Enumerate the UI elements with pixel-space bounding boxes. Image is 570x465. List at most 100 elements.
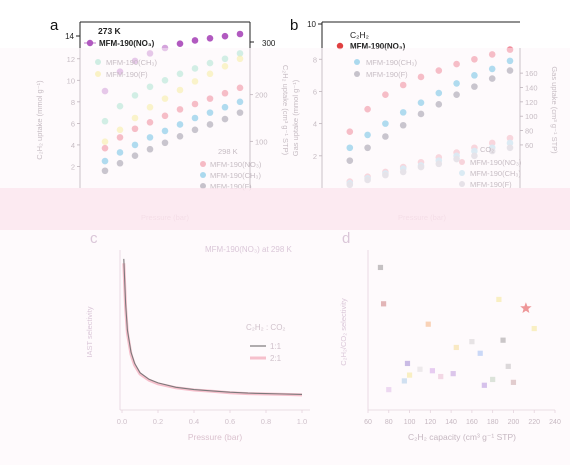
panel-c-series-line [123, 258, 303, 395]
panel-a-point [176, 121, 184, 128]
panel-d-point [438, 373, 444, 380]
panel-c-xtick-label: 1.0 [297, 417, 307, 426]
panel-a-ytick-label: 2 [71, 162, 75, 171]
panel-b-legend-co2-title: CO₂ [480, 145, 494, 154]
panel-b-point [471, 147, 478, 155]
faded-band-top [0, 48, 570, 188]
panel-a-point [131, 92, 139, 99]
panel-b-point [488, 51, 496, 58]
panel-b-legend-marker [354, 59, 360, 65]
panel-a-point [206, 35, 214, 42]
panel-b-point [471, 72, 478, 79]
panel-a-point [101, 117, 109, 125]
panel-d-point [500, 337, 506, 343]
panel-b-ytick-label: 6 [313, 87, 317, 96]
panel-a-point [206, 95, 214, 102]
panel-d-point [510, 379, 517, 385]
panel-a-legend-marker [95, 71, 101, 77]
panel-d-xtick-label: 180 [487, 419, 499, 426]
panel-b-legend-label-no3: MFM-190(NO₃) [350, 42, 406, 51]
panel-b-legend-co2-marker [459, 181, 465, 187]
panel-a-point [221, 115, 229, 123]
panel-a-ytick-label: 12 [67, 55, 75, 64]
panel-b-ytick-label: 4 [313, 120, 317, 129]
faded-band-bottom [0, 230, 570, 465]
panel-a-temperature-273: 273 K [98, 26, 122, 36]
panel-d-point [429, 368, 436, 374]
panel-a-top-strip: 14 300 273 K MFM-190(NO₃) [65, 21, 276, 48]
panel-b-point [435, 67, 443, 74]
panel-b-point [382, 120, 389, 127]
panel-b-point [471, 152, 478, 160]
panel-b-point [506, 67, 514, 74]
panel-d-xlabel: C₂H₂ capacity (cm³ g⁻¹ STP) [408, 432, 516, 442]
panel-b-point [382, 133, 389, 140]
panel-b-y2tick-label: 80 [525, 127, 533, 136]
panel-b-point [435, 101, 443, 108]
panel-a-point [191, 126, 199, 134]
panel-a-point [146, 50, 154, 57]
panel-a-point [116, 149, 124, 156]
panel-d-xtick-label: 100 [404, 419, 416, 426]
panel-c-letter: c [90, 230, 98, 247]
panel-a-ytick-label: 8 [71, 98, 75, 107]
panel-c-ylabel: IAST selectivity [85, 306, 94, 357]
panel-b-point [364, 131, 371, 139]
panel-b-y2tick-label: 160 [525, 69, 538, 78]
panel-b-point [453, 155, 460, 163]
panel-b-legend-marker [354, 71, 360, 77]
panel-d-ylabel: C₂H₂/CO₂ selectivity [339, 298, 348, 366]
panel-a-legend-label: MFM-190(F) [106, 70, 148, 79]
panel-c-title: MFM-190(NO₃) at 298 K [205, 245, 293, 254]
panel-a-point [191, 37, 199, 44]
panel-a-point [221, 63, 229, 70]
panel-b-point [506, 139, 514, 147]
panel-b-ylabel: Gas uptake (mmol g⁻¹) [291, 79, 300, 156]
panel-b-point [346, 144, 354, 152]
panel-b-point [417, 110, 425, 118]
panel-b-legend-co2-label: MFM-190(F) [470, 180, 512, 189]
panel-a-point [131, 141, 139, 149]
panel-a-y2label: C₂H₂ uptake (cm³ g⁻¹ STP) [281, 65, 290, 156]
panel-b-legend-co2-marker [459, 159, 465, 165]
panel-b-legend-label: MFM-190(CH₃) [366, 58, 417, 67]
panel-b-point [488, 65, 496, 73]
panel-a-point [116, 68, 124, 75]
panel-b-point [417, 163, 425, 171]
panel-a-point [131, 114, 139, 122]
panel-b-top-ytick-label: 10 [307, 20, 316, 29]
panel-b-y2label: Gas uptake (cm³ g⁻¹ STP) [550, 66, 559, 154]
panel-a-point [101, 87, 109, 95]
panel-b-point [453, 60, 460, 68]
panel-b-point [417, 99, 425, 107]
panel-a-legend-298-marker [200, 161, 206, 167]
panel-b-ytick-label: 2 [313, 152, 317, 161]
panel-d-point [477, 350, 483, 356]
panel-a-point [206, 109, 214, 116]
panel-d-xtick-label: 60 [364, 419, 372, 426]
panel-a-letter: a [50, 17, 59, 34]
panel-b-point [399, 109, 407, 116]
panel-a-point [191, 100, 199, 108]
panel-b-letter: b [290, 17, 298, 34]
panel-b-point [382, 91, 389, 98]
panel-d-letter: d [342, 230, 350, 247]
panel-b-legend-marker-no3 [336, 42, 344, 50]
panel-b-top-strip: 10 C₂H₂ MFM-190(NO₃) [307, 20, 520, 51]
panel-b-point [435, 160, 443, 168]
panel-b-point [506, 144, 514, 152]
panel-a-point [146, 119, 154, 126]
panel-a-point [176, 40, 184, 47]
panel-d-xtick-label: 160 [466, 419, 478, 426]
panel-a-point [206, 59, 214, 67]
panel-a-point [146, 83, 154, 91]
panel-c-legend-label: 2:1 [270, 354, 282, 363]
panel-a-point [146, 103, 154, 111]
panel-c-xtick-label: 0.0 [117, 417, 127, 426]
panel-b-legend-co2-label: MFM-190(CH₃) [470, 169, 521, 178]
panel-b-point [364, 176, 371, 184]
panel-b-point [399, 121, 407, 129]
panel-a-legend-label-no3-273: MFM-190(NO₃) [99, 39, 155, 48]
panel-d-plot: 60 80 100 120 140 160 180 200 220 240 C₂H₂/CO₂ sel… [339, 250, 561, 442]
panel-a-point [161, 44, 169, 52]
